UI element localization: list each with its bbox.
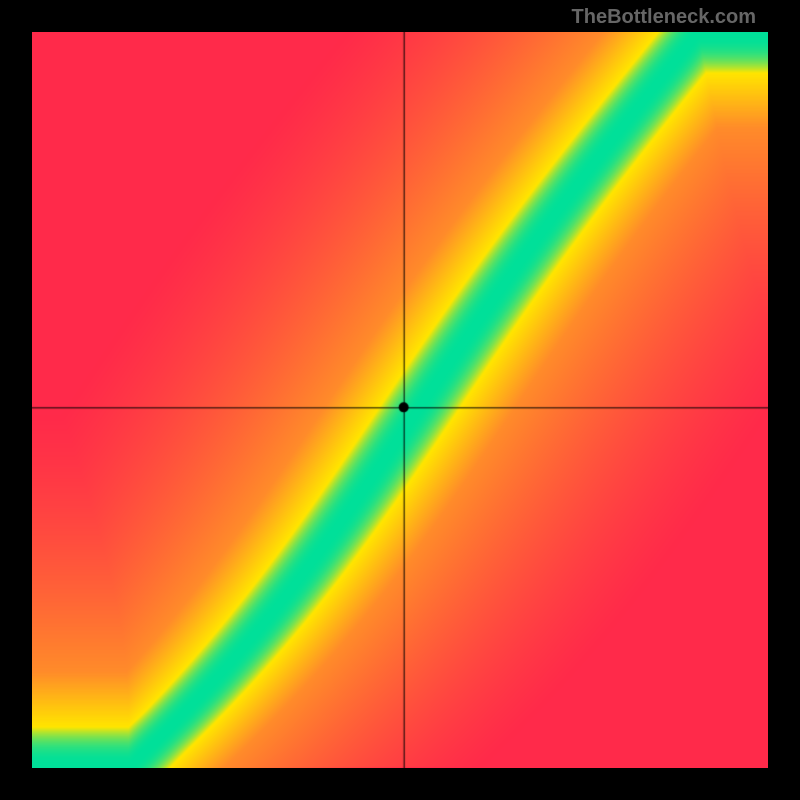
chart-container: TheBottleneck.com bbox=[0, 0, 800, 800]
watermark-text: TheBottleneck.com bbox=[572, 6, 756, 29]
bottleneck-heatmap bbox=[32, 32, 768, 768]
